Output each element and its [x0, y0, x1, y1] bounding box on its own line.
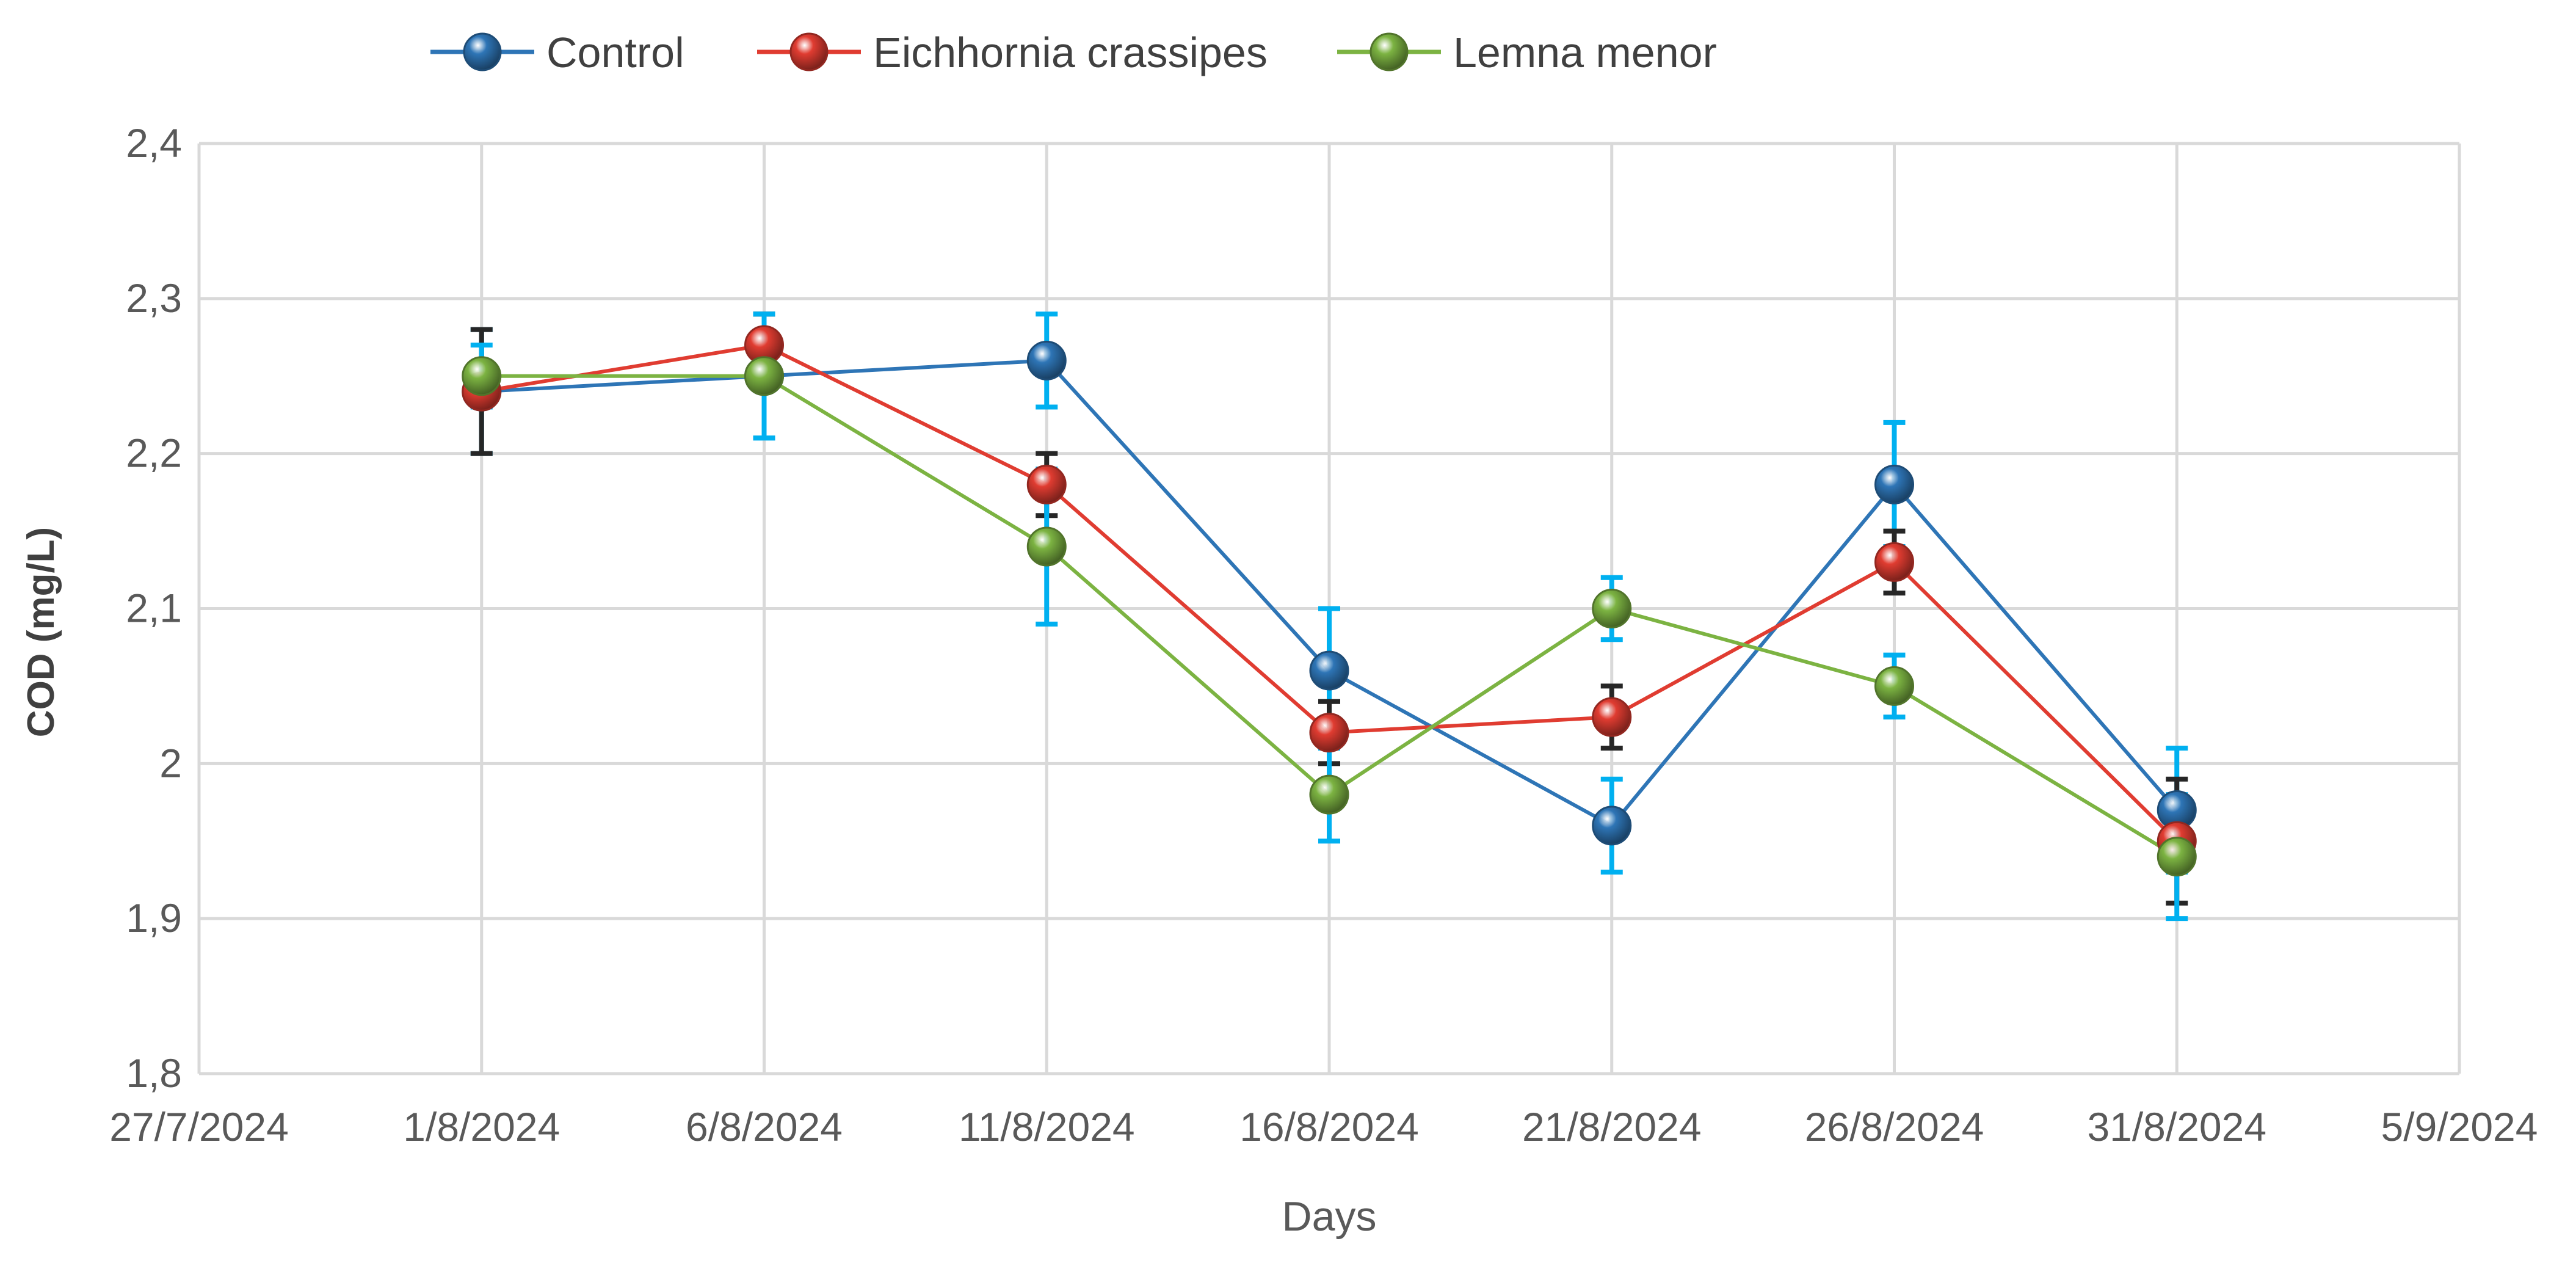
legend-label: Lemna menor [1453, 29, 1717, 76]
y-tick-label: 2,3 [126, 275, 182, 321]
legend-label: Eichhornia crassipes [873, 29, 1268, 76]
x-tick-label: 11/8/2024 [959, 1104, 1135, 1149]
data-point [1309, 774, 1349, 815]
x-tick-label: 21/8/2024 [1522, 1104, 1702, 1149]
data-point [1309, 713, 1349, 753]
data-point [1592, 697, 1632, 737]
data-point [1026, 340, 1067, 380]
legend-marker [1370, 32, 1409, 71]
y-tick-label: 2 [159, 740, 182, 785]
x-tick-label: 6/8/2024 [686, 1104, 843, 1149]
data-point [1026, 526, 1067, 567]
data-point [1026, 464, 1067, 504]
x-tick-label: 31/8/2024 [2087, 1104, 2266, 1149]
data-point [1592, 806, 1632, 846]
x-tick-label: 5/9/2024 [2381, 1104, 2538, 1149]
data-point [1874, 464, 1914, 504]
series-markers [462, 325, 2197, 877]
data-point [462, 356, 502, 396]
data-point [1309, 650, 1349, 691]
x-tick-label: 16/8/2024 [1239, 1104, 1419, 1149]
legend: Control Eichhornia crassipes Lemna menor [430, 29, 1717, 76]
legend-marker [789, 32, 829, 71]
x-tick-label: 26/8/2024 [1805, 1104, 1984, 1149]
data-point [1874, 542, 1914, 582]
x-tick-label: 27/7/2024 [109, 1104, 289, 1149]
data-point [744, 356, 784, 396]
y-tick-label: 2,1 [126, 586, 182, 631]
data-point [2157, 837, 2197, 877]
y-tick-label: 2,2 [126, 431, 182, 476]
legend-marker [463, 32, 502, 71]
data-point [1874, 666, 1914, 706]
y-axis-title: COD (mg/L) [20, 527, 62, 737]
x-tick-label: 1/8/2024 [403, 1104, 560, 1149]
y-tick-label: 1,8 [126, 1050, 182, 1096]
axes: 1,8 1,9 2 2,1 2,2 2,3 2,4 27/7/2024 1/8/2024 6/8/… [109, 120, 2538, 1149]
legend-label: Control [546, 29, 684, 76]
y-tick-label: 1,9 [126, 895, 182, 940]
data-point [1592, 589, 1632, 628]
y-tick-label: 2,4 [126, 120, 182, 166]
x-axis-title: Days [1282, 1193, 1377, 1240]
